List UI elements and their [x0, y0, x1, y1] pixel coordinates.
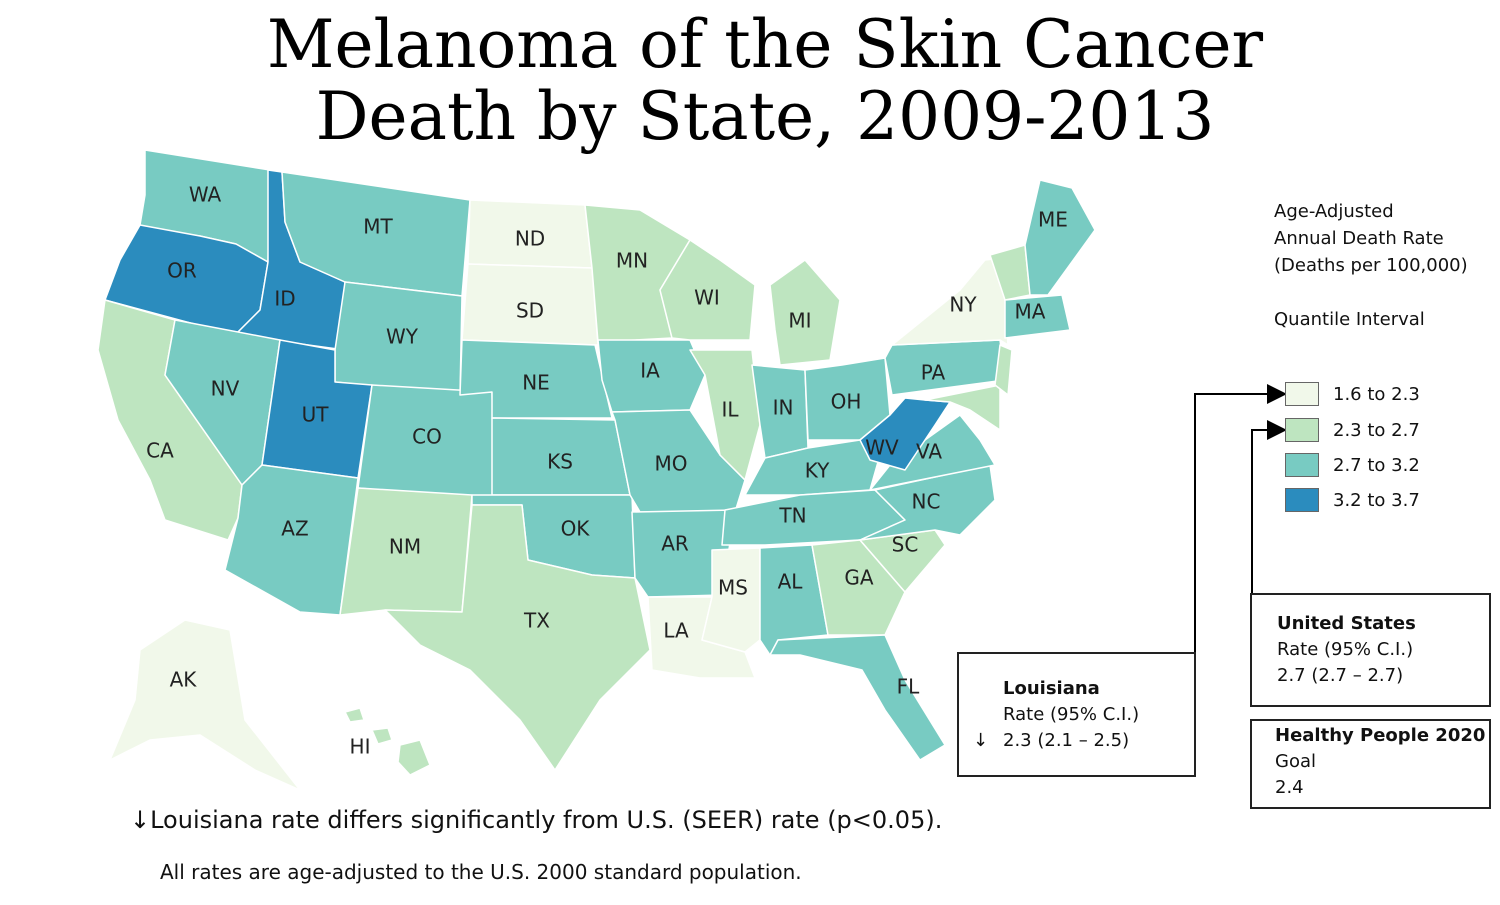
legend-swatch-0	[1285, 382, 1319, 406]
state-tx[interactable]	[384, 504, 651, 771]
label-oh: OH	[831, 390, 862, 414]
state-me[interactable]	[1024, 179, 1096, 296]
legend-label-3: 3.2 to 3.7	[1333, 489, 1420, 511]
state-hi-maui[interactable]	[371, 727, 393, 745]
legend-title-line3: (Deaths per 100,000)	[1274, 255, 1468, 276]
label-ia: IA	[640, 359, 660, 383]
us-rate-value: 2.7 (2.7 – 2.7)	[1277, 665, 1404, 686]
label-la: LA	[663, 619, 689, 643]
louisiana-rate-label: Rate (95% C.I.)	[1003, 704, 1140, 725]
us-connector-line	[1251, 420, 1287, 594]
label-hi: HI	[350, 735, 371, 759]
state-ga[interactable]	[811, 539, 906, 636]
legend-title-line1: Age-Adjusted	[1274, 201, 1394, 222]
standard-population-footnote: All rates are age-adjusted to the U.S. 2…	[160, 860, 802, 884]
state-ma[interactable]	[1004, 294, 1071, 339]
label-ak: AK	[170, 668, 198, 692]
label-nv: NV	[211, 377, 240, 401]
state-fl[interactable]	[769, 634, 946, 761]
label-ar: AR	[661, 532, 689, 556]
louisiana-rate-box: Louisiana Rate (95% C.I.) ↓ 2.3 (2.1 – 2…	[957, 652, 1196, 777]
state-mi[interactable]	[769, 259, 841, 366]
us-rate-label: Rate (95% C.I.)	[1277, 639, 1414, 660]
legend-swatch-1	[1285, 418, 1319, 442]
state-ak[interactable]	[109, 619, 301, 791]
label-nm: NM	[389, 535, 421, 559]
label-ma: MA	[1015, 300, 1046, 324]
label-ne: NE	[522, 371, 550, 395]
label-mo: MO	[655, 452, 688, 476]
state-nj[interactable]	[994, 344, 1013, 396]
louisiana-heading: Louisiana	[1003, 678, 1100, 699]
map-title-line1: Melanoma of the Skin Cancer	[266, 6, 1264, 83]
label-al: AL	[778, 570, 804, 594]
hp-goal-value: 2.4	[1275, 777, 1304, 798]
label-az: AZ	[281, 517, 308, 541]
louisiana-down-arrow-icon: ↓	[973, 730, 989, 751]
label-sc: SC	[892, 533, 919, 557]
label-nd: ND	[515, 227, 545, 251]
significance-footnote: ↓Louisiana rate differs significantly fr…	[130, 806, 943, 834]
label-ut: UT	[302, 403, 330, 427]
legend-label-1: 2.3 to 2.7	[1333, 419, 1420, 441]
legend-item-1: 2.3 to 2.7	[1285, 418, 1420, 442]
state-hi-big[interactable]	[397, 739, 431, 776]
state-va[interactable]	[869, 414, 996, 491]
us-rate-box: United States Rate (95% C.I.) 2.7 (2.7 –…	[1250, 593, 1491, 707]
label-tn: TN	[778, 504, 806, 528]
label-pa: PA	[921, 361, 946, 385]
label-ca: CA	[146, 439, 174, 463]
label-mi: MI	[788, 309, 811, 333]
legend-title: Age-Adjusted Annual Death Rate (Deaths p…	[1274, 198, 1468, 333]
label-in: IN	[773, 396, 794, 420]
state-wi[interactable]	[659, 239, 756, 341]
label-wv: WV	[865, 436, 899, 460]
us-heading: United States	[1277, 613, 1416, 634]
label-va: VA	[916, 440, 942, 464]
label-ms: MS	[718, 576, 748, 600]
label-ks: KS	[547, 450, 573, 474]
state-hi-oahu[interactable]	[344, 707, 365, 723]
label-nc: NC	[912, 490, 941, 514]
state-nc[interactable]	[859, 464, 996, 541]
label-ga: GA	[844, 566, 873, 590]
legend-label-0: 1.6 to 2.3	[1333, 383, 1420, 405]
label-ky: KY	[805, 459, 830, 483]
legend-interval-label: Quantile Interval	[1274, 309, 1425, 330]
label-il: IL	[721, 398, 739, 422]
legend-item-3: 3.2 to 3.7	[1285, 488, 1420, 512]
label-ok: OK	[561, 517, 591, 541]
legend-swatch-3	[1285, 488, 1319, 512]
state-md-de[interactable]	[924, 384, 1001, 431]
louisiana-connector-line	[1194, 384, 1287, 652]
map-title-line2: Death by State, 2009-2013	[315, 78, 1215, 155]
label-sd: SD	[516, 299, 544, 323]
label-or: OR	[167, 259, 197, 283]
healthy-people-box: Healthy People 2020 Goal 2.4	[1250, 719, 1491, 809]
label-wy: WY	[386, 325, 419, 349]
label-wa: WA	[189, 183, 222, 207]
label-me: ME	[1038, 208, 1068, 232]
label-id: ID	[274, 287, 295, 311]
label-mn: MN	[616, 249, 648, 273]
label-mt: MT	[363, 215, 393, 239]
legend-item-2: 2.7 to 3.2	[1285, 453, 1420, 477]
label-tx: TX	[523, 609, 550, 633]
legend-title-line2: Annual Death Rate	[1274, 228, 1444, 249]
label-ny: NY	[949, 293, 977, 317]
legend-label-2: 2.7 to 3.2	[1333, 454, 1420, 476]
hp-goal-label: Goal	[1275, 751, 1316, 772]
legend-item-0: 1.6 to 2.3	[1285, 382, 1420, 406]
louisiana-rate-value: 2.3 (2.1 – 2.5)	[1003, 730, 1130, 751]
legend-swatch-2	[1285, 453, 1319, 477]
label-wi: WI	[694, 286, 720, 310]
state-az[interactable]	[224, 464, 359, 616]
state-il[interactable]	[689, 349, 761, 481]
hp-heading: Healthy People 2020	[1275, 725, 1486, 746]
label-co: CO	[412, 425, 442, 449]
state-ar[interactable]	[631, 509, 736, 598]
label-fl: FL	[897, 675, 921, 699]
